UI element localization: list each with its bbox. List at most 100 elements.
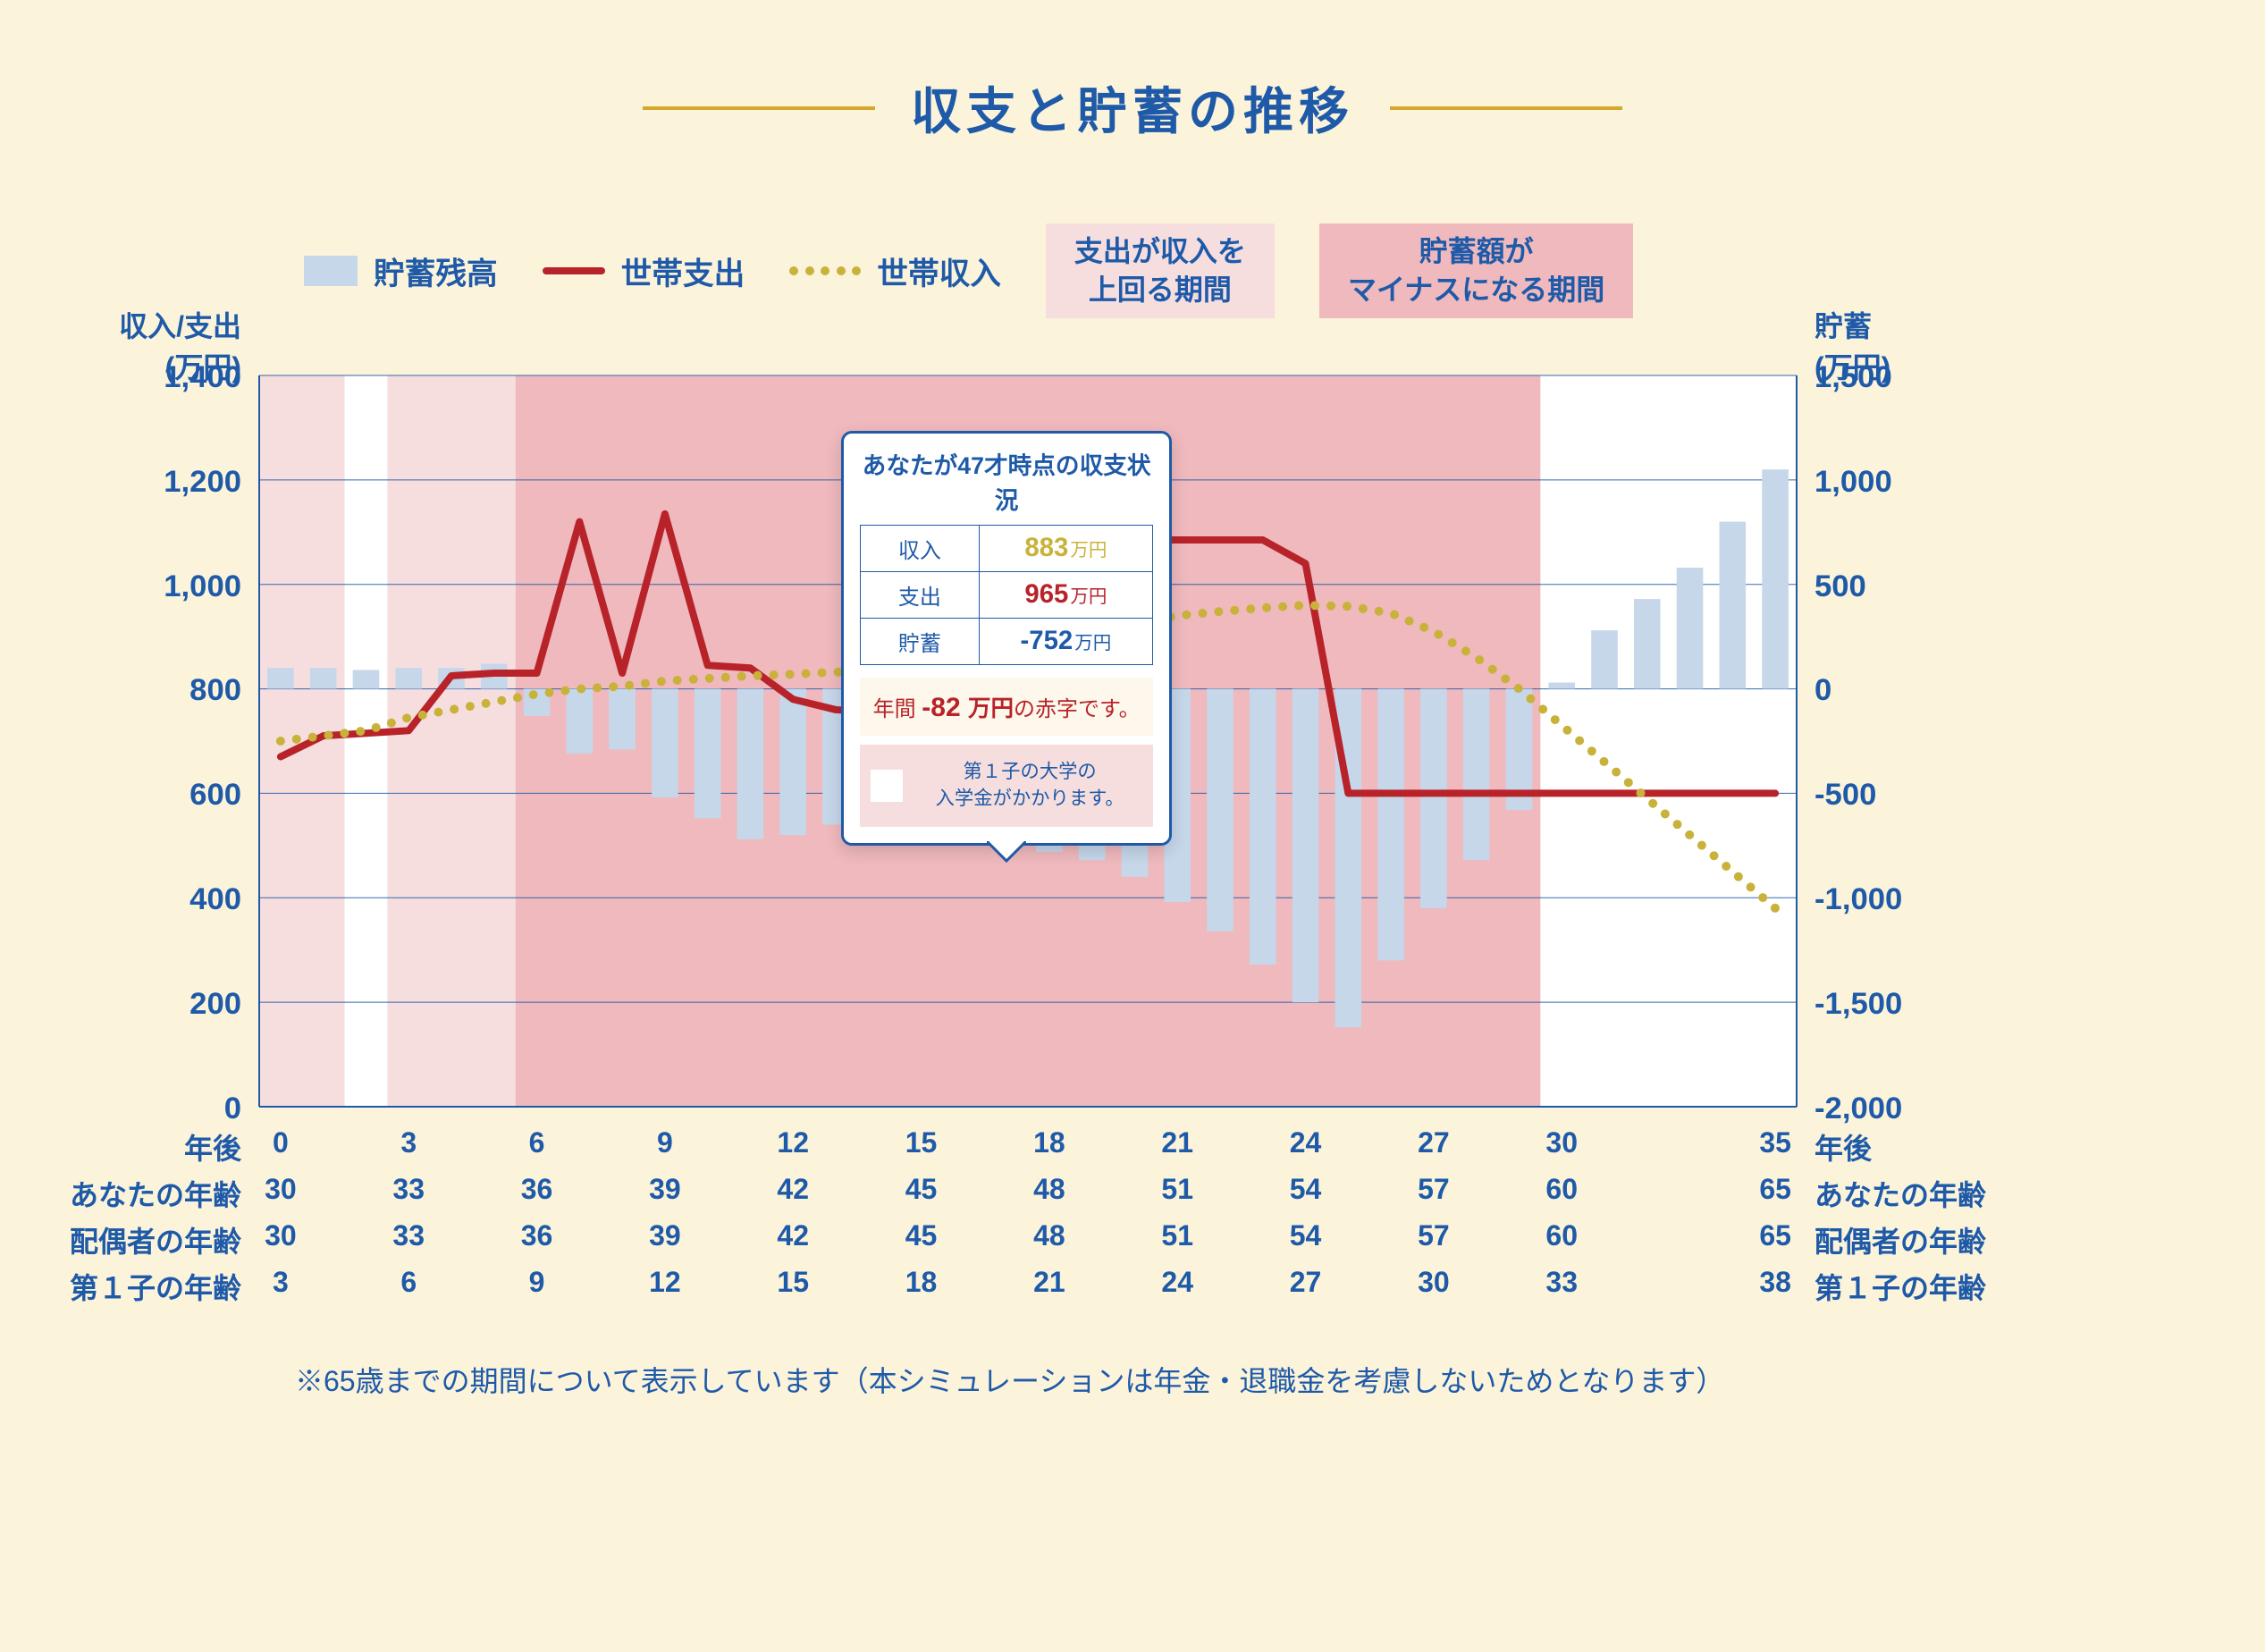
x-axis-value: 30: [265, 1173, 297, 1206]
x-row-label-right: あなたの年齢: [1815, 1173, 1986, 1214]
x-axis-value: 51: [1161, 1173, 1193, 1206]
y-left-tick-label: 1,000: [164, 569, 241, 604]
legend-period-box: 支出が収入を上回る期間: [1046, 223, 1275, 318]
tooltip-row-key: 収入: [861, 526, 980, 571]
tooltip-title: あなたが47才時点の収支状況: [844, 434, 1169, 525]
x-row-label-right: 配偶者の年齢: [1815, 1219, 1986, 1260]
x-axis-value: 12: [649, 1266, 681, 1299]
x-axis-value: 0: [273, 1126, 289, 1159]
y-right-tick-label: -1,500: [1815, 987, 1902, 1022]
x-axis-value: 65: [1759, 1173, 1791, 1206]
y-right-tick-label: 0: [1815, 673, 1831, 708]
tooltip-row: 収入883万円: [861, 526, 1152, 571]
tooltip-row-value: 965万円: [980, 572, 1152, 618]
x-axis-value: 27: [1418, 1126, 1450, 1159]
x-row-label-left: 年後: [184, 1126, 241, 1167]
y-right-tick-label: -1,000: [1815, 882, 1902, 917]
legend-label: 世帯支出: [621, 249, 745, 293]
x-row-label-left: 第１子の年齢: [70, 1266, 241, 1307]
x-axis-value: 42: [777, 1219, 809, 1252]
title-row: 収支と貯蓄の推移: [0, 72, 2265, 144]
x-axis-value: 60: [1545, 1173, 1578, 1206]
legend-swatch-bar: [304, 256, 358, 286]
y-right-tick-label: 1,000: [1815, 465, 1892, 500]
x-axis-value: 30: [265, 1219, 297, 1252]
x-axis-value: 36: [521, 1173, 553, 1206]
legend-item: 貯蓄残高: [304, 249, 498, 293]
x-axis-value: 57: [1418, 1173, 1450, 1206]
x-axis-value: 33: [1545, 1266, 1578, 1299]
x-axis-value: 18: [1033, 1126, 1065, 1159]
x-axis-value: 9: [529, 1266, 545, 1299]
tooltip-row: 貯蓄-752万円: [861, 618, 1152, 664]
title-rule-right: [1390, 106, 1622, 110]
legend-swatch-dots: [789, 266, 861, 275]
x-axis-value: 3: [400, 1126, 417, 1159]
tooltip-note-swatch: [871, 770, 903, 802]
y-left-tick-label: 800: [189, 673, 241, 708]
x-axis-value: 12: [777, 1126, 809, 1159]
y-right-tick-label: -500: [1815, 778, 1876, 813]
tooltip-row-key: 支出: [861, 572, 980, 618]
x-axis-value: 33: [392, 1219, 425, 1252]
tooltip: あなたが47才時点の収支状況 収入883万円支出965万円貯蓄-752万円 年間…: [841, 431, 1172, 846]
tooltip-row: 支出965万円: [861, 571, 1152, 618]
tooltip-row-value: -752万円: [980, 619, 1152, 664]
x-axis-value: 36: [521, 1219, 553, 1252]
x-axis-value: 39: [649, 1219, 681, 1252]
tooltip-summary: 年間 -82 万円の赤字です。: [860, 678, 1153, 736]
y-left-tick-label: 0: [224, 1092, 241, 1126]
x-axis-value: 6: [529, 1126, 545, 1159]
x-row-label-right: 第１子の年齢: [1815, 1266, 1986, 1307]
legend-item: 世帯収入: [789, 249, 1001, 293]
y-right-tick-label: -2,000: [1815, 1092, 1902, 1126]
legend: 貯蓄残高 世帯支出世帯収入 支出が収入を上回る期間貯蓄額がマイナスになる期間: [304, 223, 1633, 318]
tooltip-table: 収入883万円支出965万円貯蓄-752万円: [860, 525, 1153, 665]
x-axis-value: 18: [905, 1266, 938, 1299]
x-axis-value: 24: [1161, 1266, 1193, 1299]
tooltip-pointer-icon: [987, 841, 1026, 863]
x-axis-value: 30: [1418, 1266, 1450, 1299]
y-left-tick-label: 200: [189, 987, 241, 1022]
x-axis-value: 33: [392, 1173, 425, 1206]
x-axis-value: 35: [1759, 1126, 1791, 1159]
x-axis-value: 9: [657, 1126, 673, 1159]
legend-period-box: 貯蓄額がマイナスになる期間: [1319, 223, 1633, 318]
x-axis-value: 42: [777, 1173, 809, 1206]
x-axis-value: 21: [1161, 1126, 1193, 1159]
x-axis-value: 48: [1033, 1219, 1065, 1252]
legend-item: 世帯支出: [543, 249, 745, 293]
x-axis-value: 15: [777, 1266, 809, 1299]
x-axis-value: 45: [905, 1173, 938, 1206]
legend-swatch-line: [543, 267, 605, 274]
x-row-label-left: 配偶者の年齢: [70, 1219, 241, 1260]
x-axis-value: 65: [1759, 1219, 1791, 1252]
y-left-tick-label: 1,200: [164, 465, 241, 500]
x-row-label-left: あなたの年齢: [70, 1173, 241, 1214]
footnote: ※65歳までの期間について表示しています（本シミュレーションは年金・退職金を考慮…: [295, 1359, 1724, 1400]
x-axis-value: 24: [1290, 1126, 1322, 1159]
y-left-tick-label: 600: [189, 778, 241, 813]
x-axis-value: 38: [1759, 1266, 1791, 1299]
x-axis-value: 6: [400, 1266, 417, 1299]
y-right-tick-label: 1,500: [1815, 360, 1892, 395]
x-axis-value: 48: [1033, 1173, 1065, 1206]
x-axis-value: 57: [1418, 1219, 1450, 1252]
x-axis-value: 54: [1290, 1173, 1322, 1206]
y-left-tick-label: 400: [189, 882, 241, 917]
x-axis-value: 15: [905, 1126, 938, 1159]
x-axis-value: 60: [1545, 1219, 1578, 1252]
y-right-tick-label: 500: [1815, 569, 1866, 604]
x-axis-value: 54: [1290, 1219, 1322, 1252]
x-axis-value: 51: [1161, 1219, 1193, 1252]
tooltip-row-value: 883万円: [980, 526, 1152, 571]
title-rule-left: [643, 106, 875, 110]
x-axis-value: 21: [1033, 1266, 1065, 1299]
x-axis-value: 45: [905, 1219, 938, 1252]
legend-label: 貯蓄残高: [374, 249, 498, 293]
x-row-label-right: 年後: [1815, 1126, 1872, 1167]
chart-title: 収支と貯蓄の推移: [911, 72, 1354, 144]
y-left-tick-label: 1,400: [164, 360, 241, 395]
tooltip-row-key: 貯蓄: [861, 619, 980, 664]
financial-simulation-chart: 収支と貯蓄の推移 貯蓄残高 世帯支出世帯収入 支出が収入を上回る期間貯蓄額がマイナス…: [0, 0, 2265, 1652]
